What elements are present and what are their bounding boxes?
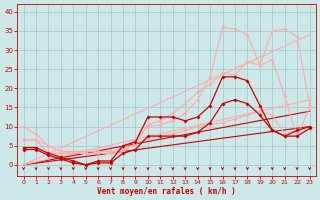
X-axis label: Vent moyen/en rafales ( km/h ): Vent moyen/en rafales ( km/h ): [97, 187, 236, 196]
